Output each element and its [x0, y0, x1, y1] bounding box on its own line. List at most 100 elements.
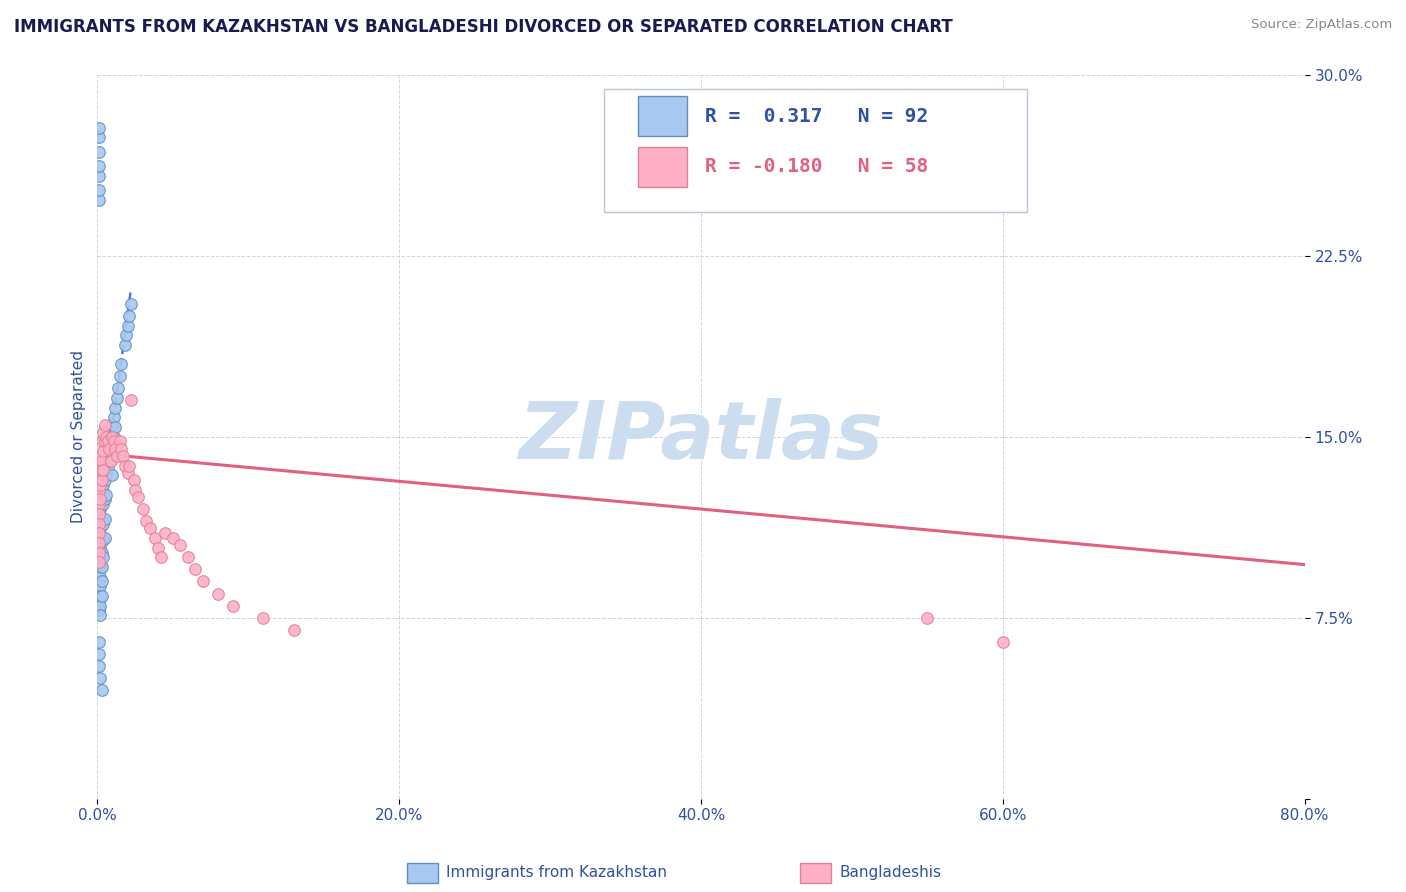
Point: [89, 550, 111, 565]
Point: [87, 516, 110, 531]
Point: [110, 442, 132, 456]
Point: [252, 610, 274, 624]
Point: [93, 425, 115, 439]
Point: [118, 458, 141, 473]
Point: [96, 468, 118, 483]
Point: [94, 492, 117, 507]
Point: [98, 434, 121, 449]
Point: [96, 487, 118, 501]
Point: [93, 478, 115, 492]
Point: [139, 521, 162, 535]
Point: [90, 497, 112, 511]
Point: [93, 497, 115, 511]
Point: [87, 599, 110, 613]
Point: [87, 483, 110, 497]
Point: [87, 550, 110, 565]
Point: [93, 516, 115, 531]
Point: [89, 473, 111, 487]
Point: [991, 635, 1014, 649]
Point: [118, 309, 141, 323]
Point: [103, 434, 125, 449]
Point: [101, 451, 124, 466]
Point: [87, 603, 110, 617]
Point: [98, 442, 121, 456]
Point: [87, 536, 110, 550]
Point: [87, 120, 110, 135]
Point: [114, 338, 136, 352]
Point: [89, 569, 111, 583]
Y-axis label: Divorced or Separated: Divorced or Separated: [72, 351, 86, 523]
Point: [87, 555, 110, 569]
Point: [89, 560, 111, 574]
Point: [87, 193, 110, 207]
Point: [89, 483, 111, 497]
Point: [90, 454, 112, 468]
Point: [103, 430, 125, 444]
Point: [131, 502, 153, 516]
Point: [87, 562, 110, 576]
Point: [283, 623, 305, 637]
Point: [87, 545, 110, 559]
Point: [90, 589, 112, 603]
Point: [94, 473, 117, 487]
Point: [120, 297, 142, 311]
Point: [87, 579, 110, 593]
Bar: [638, 147, 686, 186]
Point: [97, 434, 120, 449]
Point: [94, 531, 117, 545]
Point: [108, 369, 131, 384]
Point: [98, 454, 121, 468]
Point: [149, 550, 172, 565]
Point: [87, 145, 110, 159]
FancyBboxPatch shape: [605, 89, 1026, 212]
Point: [105, 449, 128, 463]
Point: [87, 497, 110, 511]
Point: [87, 458, 110, 473]
Point: [111, 449, 134, 463]
Point: [100, 454, 122, 468]
Point: [87, 555, 110, 569]
Point: [127, 490, 149, 504]
Point: [87, 169, 110, 183]
Point: [93, 550, 115, 565]
Text: Bangladeshis: Bangladeshis: [839, 865, 942, 880]
Point: [90, 473, 112, 487]
Point: [90, 514, 112, 528]
Point: [122, 473, 145, 487]
Point: [90, 466, 112, 480]
Point: [87, 586, 110, 600]
Point: [93, 444, 115, 458]
Point: [94, 417, 117, 432]
Point: [89, 599, 111, 613]
Point: [90, 683, 112, 698]
Text: R = -0.180   N = 58: R = -0.180 N = 58: [704, 157, 928, 177]
Point: [162, 531, 184, 545]
Point: [89, 492, 111, 507]
Point: [87, 531, 110, 545]
Point: [87, 478, 110, 492]
Point: [93, 463, 115, 477]
Point: [87, 159, 110, 173]
Point: [143, 531, 166, 545]
Point: [93, 533, 115, 548]
Point: [120, 393, 142, 408]
Point: [917, 610, 939, 624]
Text: IMMIGRANTS FROM KAZAKHSTAN VS BANGLADESHI DIVORCED OR SEPARATED CORRELATION CHAR: IMMIGRANTS FROM KAZAKHSTAN VS BANGLADESH…: [14, 18, 953, 36]
Point: [184, 562, 207, 576]
Point: [87, 659, 110, 673]
Point: [114, 458, 136, 473]
Point: [115, 328, 138, 343]
Point: [222, 599, 245, 613]
Point: [108, 434, 131, 449]
Point: [101, 417, 124, 432]
Point: [105, 391, 128, 405]
Point: [89, 478, 111, 492]
Point: [87, 473, 110, 487]
Point: [87, 507, 110, 521]
Point: [96, 449, 118, 463]
Point: [101, 468, 124, 483]
Point: [87, 594, 110, 608]
Point: [97, 442, 120, 456]
Point: [89, 608, 111, 623]
Point: [104, 420, 127, 434]
